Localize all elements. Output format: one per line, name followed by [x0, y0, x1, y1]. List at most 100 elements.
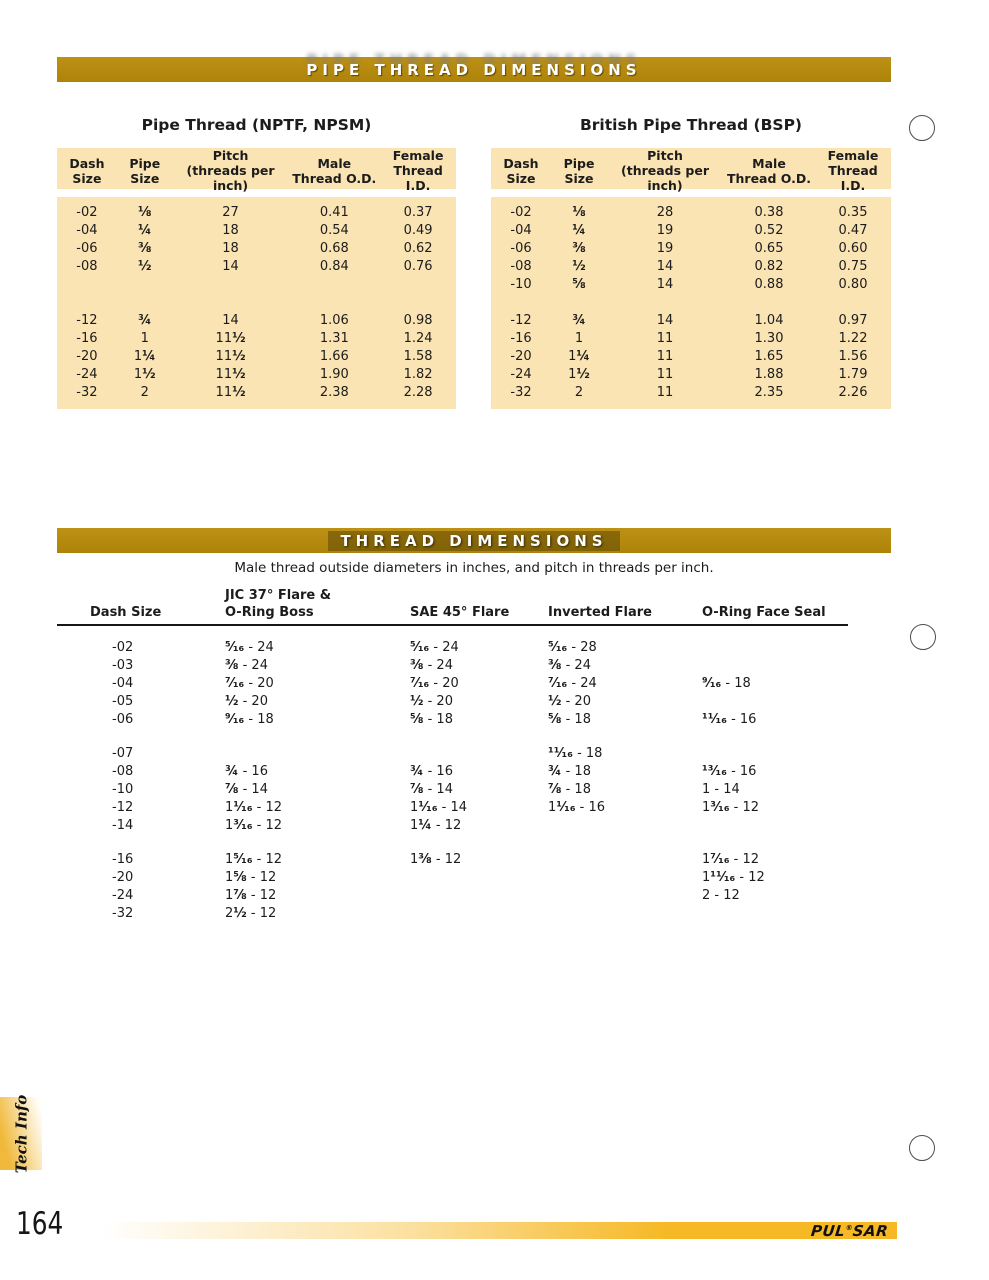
cell: ⅜ - 24	[548, 658, 591, 673]
table-row	[491, 294, 891, 312]
column-header: Male Thread O.D.	[726, 155, 812, 186]
cell: -02	[76, 205, 98, 220]
cell	[57, 294, 117, 312]
cell: ¹³⁄₁₆ - 16	[702, 764, 757, 779]
table-row: -04 ⁷⁄₁₆ - 20 ⁷⁄₁₆ - 20 ⁷⁄₁₆ - 24 ⁹⁄₁₆ - 18	[57, 675, 867, 693]
cell: 0.98	[403, 313, 433, 328]
cell: -08	[76, 259, 98, 274]
cell: 1¼	[568, 349, 590, 364]
cell: -16	[510, 331, 532, 346]
cell: 11	[656, 385, 674, 400]
cell: ⁷⁄₁₆ - 20	[225, 676, 274, 691]
column-header-sae-flare: SAE 45° Flare	[410, 605, 510, 620]
cell: 1	[574, 331, 584, 346]
cell: -06	[112, 712, 134, 727]
cell: 1.24	[403, 331, 433, 346]
cell: ¹¹⁄₁₆ - 16	[702, 712, 757, 727]
column-header-inverted-flare: Inverted Flare	[548, 605, 652, 620]
table-row: -16 1⁵⁄₁₆ - 12 1⅜ - 12 1⁷⁄₁₆ - 12	[57, 851, 867, 869]
section-title: THREAD DIMENSIONS	[328, 530, 620, 551]
cell: 1⁵⁄₁₆ - 12	[225, 852, 283, 867]
section-title: PIPE THREAD DIMENSIONS	[306, 60, 642, 79]
cell: 1	[140, 331, 149, 346]
cell: 1³⁄₁₆ - 12	[702, 800, 760, 815]
cell: -24	[510, 367, 532, 382]
cell: 1³⁄₁₆ - 12	[225, 818, 283, 833]
column-header: Pitch (threads per inch)	[621, 148, 709, 193]
cell: -32	[510, 385, 532, 400]
cell: 1.58	[403, 349, 433, 364]
cell: 28	[656, 205, 674, 220]
cell: ⁷⁄₁₆ - 24	[548, 676, 597, 691]
cell: ½	[572, 259, 586, 274]
cell: 0.41	[319, 205, 349, 220]
table-row: -06 ⅜ 18 0.68 0.62	[57, 240, 456, 258]
tech-info-tab-label: Tech Info	[12, 1094, 31, 1173]
cell: 0.35	[838, 205, 868, 220]
cell	[57, 276, 117, 294]
table-row: -16 1 11½ 1.31 1.24	[57, 330, 456, 348]
cell: 18	[222, 223, 239, 238]
table-row: -16 1 11 1.30 1.22	[491, 330, 891, 348]
cell: -08	[510, 259, 532, 274]
cell: -07	[112, 746, 134, 761]
cell: 0.47	[838, 223, 868, 238]
cell: 1⁷⁄₁₆ - 12	[702, 852, 760, 867]
cell: 0.76	[403, 259, 433, 274]
column-header: Female Thread I.D.	[392, 148, 444, 193]
cell: 1.31	[319, 331, 349, 346]
table-row: -14 1³⁄₁₆ - 12 1¼ - 12	[57, 817, 867, 835]
cell: 1.66	[319, 349, 349, 364]
cell	[491, 294, 551, 312]
cell: 0.38	[754, 205, 784, 220]
thread-dimensions-table-body: -02 ⁵⁄₁₆ - 24 ⁵⁄₁₆ - 24 ⁵⁄₁₆ - 28 -03 ⅜ - 24 ⅜…	[57, 639, 867, 923]
table-body-nptf: -02 ⅛ 27 0.41 0.37 -04 ¼ 18 0.54 0.49 -06 ⅜ 18 0.68 0.…	[57, 197, 456, 409]
cell: 1.65	[754, 349, 784, 364]
cell	[380, 276, 456, 294]
table-title-bsp: British Pipe Thread (BSP)	[579, 116, 803, 134]
cell: 1⅜ - 12	[410, 852, 462, 867]
cell: ½	[138, 259, 152, 274]
cell: ⅝ - 18	[548, 712, 591, 727]
table-row: -05 ½ - 20 ½ - 20 ½ - 20	[57, 693, 867, 711]
page-number: 164	[16, 1206, 64, 1242]
cell	[117, 276, 173, 294]
section-subtitle: Male thread outside diameters in inches,…	[234, 560, 714, 576]
cell: 1¼ - 12	[410, 818, 462, 833]
cell: ⁹⁄₁₆ - 18	[702, 676, 751, 691]
cell: 11	[656, 331, 674, 346]
cell: ⅜ - 24	[225, 658, 268, 673]
column-header: Pipe Size	[563, 155, 595, 186]
cell: 14	[222, 259, 239, 274]
cell: ½ - 20	[225, 694, 268, 709]
cell: 1.82	[403, 367, 433, 382]
column-header: Pipe Size	[129, 155, 161, 186]
column-header: Female Thread I.D.	[827, 148, 879, 193]
cell: 0.62	[403, 241, 433, 256]
cell: 1.04	[754, 313, 784, 328]
cell: -20	[76, 349, 98, 364]
cell: ½ - 20	[410, 694, 453, 709]
cell: 11	[656, 367, 674, 382]
cell: 1.79	[838, 367, 868, 382]
column-header-oring-face-seal: O-Ring Face Seal	[702, 605, 826, 620]
cell: 11½	[215, 385, 246, 400]
binder-hole-icon	[909, 115, 935, 141]
cell: ⅜	[572, 241, 586, 256]
cell: -05	[112, 694, 134, 709]
cell: ¼	[572, 223, 586, 238]
cell: 1⅝ - 12	[225, 870, 277, 885]
cell: 1½	[133, 367, 156, 382]
table-row: -08 ¾ - 16 ¾ - 16 ¾ - 18 ¹³⁄₁₆ - 16	[57, 763, 867, 781]
cell: -12	[510, 313, 532, 328]
table-row: -20 1¼ 11½ 1.66 1.58	[57, 348, 456, 366]
table-row: -24 1½ 11 1.88 1.79	[491, 366, 891, 384]
table-row: -07 ¹¹⁄₁₆ - 18	[57, 745, 867, 763]
cell: 1¼	[133, 349, 156, 364]
cell: -04	[510, 223, 532, 238]
cell: 0.52	[754, 223, 784, 238]
cell: -32	[112, 906, 134, 921]
cell: ¼	[138, 223, 152, 238]
cell	[173, 294, 289, 312]
